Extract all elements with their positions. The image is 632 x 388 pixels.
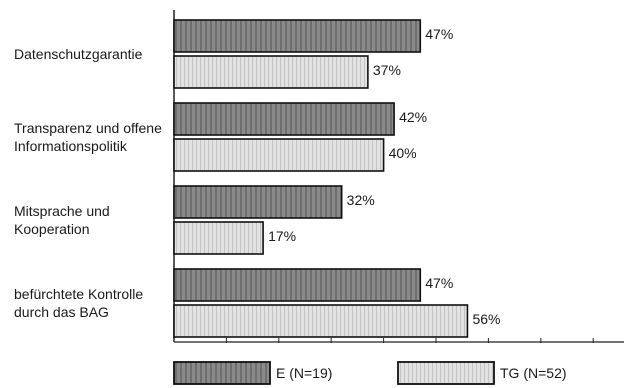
data-label: 47% bbox=[425, 26, 453, 42]
legend: E (N=19) TG (N=52) bbox=[173, 361, 567, 385]
bar-e bbox=[173, 19, 422, 53]
legend-swatch-e bbox=[173, 361, 271, 385]
bar-tg bbox=[173, 55, 369, 89]
bar-tg bbox=[173, 221, 264, 255]
data-label: 40% bbox=[389, 145, 417, 161]
category-label: Mitsprache und Kooperation bbox=[14, 203, 110, 237]
plot-area: Datenschutzgarantie 47% 37% Transparenz und… bbox=[14, 10, 624, 343]
bar-e bbox=[173, 102, 395, 136]
category-label: befürchtete Kontrolle durch das BAG bbox=[14, 286, 143, 320]
legend-swatch-tg bbox=[397, 361, 495, 385]
data-label: 17% bbox=[268, 228, 296, 244]
category-label: Transparenz und offene Informationspoliti… bbox=[14, 120, 162, 154]
category-label: Datenschutzgarantie bbox=[14, 46, 143, 62]
bar-tg bbox=[173, 304, 469, 338]
data-label: 56% bbox=[472, 311, 500, 327]
data-label: 42% bbox=[399, 109, 427, 125]
data-label: 37% bbox=[373, 62, 401, 78]
legend-label: TG (N=52) bbox=[500, 365, 567, 381]
legend-label: E (N=19) bbox=[276, 365, 332, 381]
data-label: 32% bbox=[347, 192, 375, 208]
bar-e bbox=[173, 185, 343, 219]
bar-e bbox=[173, 268, 422, 302]
data-label: 47% bbox=[425, 275, 453, 291]
bar-tg bbox=[173, 138, 385, 172]
